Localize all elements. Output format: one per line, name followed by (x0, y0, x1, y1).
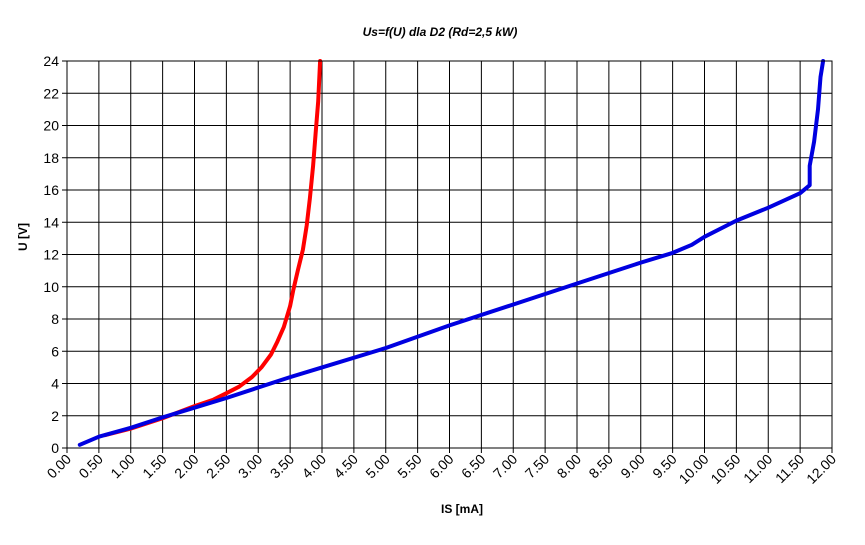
x-tick-label: 1.50 (139, 451, 170, 482)
x-tick-label: 0.50 (75, 451, 106, 482)
x-tick-label: 8.50 (585, 451, 616, 482)
x-tick-label: 3.00 (235, 451, 266, 482)
y-axis-label: U [V] (16, 223, 30, 251)
y-tick-label: 0 (51, 440, 59, 456)
x-tick-label: 9.50 (649, 451, 680, 482)
y-tick-label: 8 (51, 311, 59, 327)
x-tick-label: 5.50 (394, 451, 425, 482)
x-tick-label: 10.00 (676, 451, 712, 487)
y-tick-label: 12 (43, 247, 59, 263)
x-tick-label: 6.00 (426, 451, 457, 482)
y-tick-label: 6 (51, 343, 59, 359)
y-tick-label: 14 (43, 214, 59, 230)
x-axis-label: IS [mA] (441, 502, 483, 516)
y-tick-label: 2 (51, 408, 59, 424)
x-tick-label: 12.00 (803, 451, 839, 487)
y-tick-label: 22 (43, 85, 59, 101)
x-tick-label: 4.50 (330, 451, 361, 482)
x-tick-label: 11.50 (772, 451, 808, 487)
y-tick-label: 16 (43, 182, 59, 198)
series-group (77, 59, 826, 447)
chart-title: Us=f(U) dla D2 (Rd=2,5 kW) (363, 25, 518, 39)
x-axis-ticks: 0.00 0.50 1.00 1.50 2.00 2.50 3.00 3.50 4.00 4.50… (44, 448, 839, 487)
plot-frame (66, 60, 833, 449)
x-tick-label: 2.50 (203, 451, 234, 482)
y-tick-label: 18 (43, 150, 59, 166)
x-tick-label: 8.00 (554, 451, 585, 482)
x-tick-label: 10.50 (707, 451, 743, 487)
x-tick-label: 6.50 (458, 451, 489, 482)
x-tick-label: 7.00 (490, 451, 521, 482)
x-tick-label: 1.00 (107, 451, 138, 482)
x-tick-label: 7.50 (522, 451, 553, 482)
grid (66, 60, 833, 449)
x-tick-label: 2.00 (171, 451, 202, 482)
y-tick-label: 4 (51, 376, 59, 392)
y-tick-label: 24 (43, 53, 59, 69)
x-tick-label: 4.00 (299, 451, 330, 482)
y-tick-label: 10 (43, 279, 59, 295)
x-tick-label: 11.00 (740, 451, 776, 487)
x-tick-label: 3.50 (267, 451, 298, 482)
x-tick-label: 9.00 (617, 451, 648, 482)
y-tick-label: 20 (43, 118, 59, 134)
series-line-2 (77, 59, 826, 447)
x-tick-label: 5.00 (362, 451, 393, 482)
